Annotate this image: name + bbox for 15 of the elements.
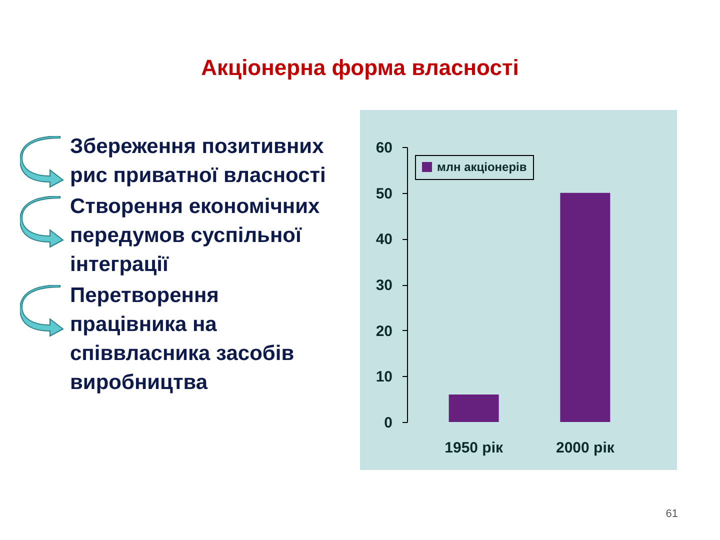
text: Створення економічних передумов суспільної інтеграції [70, 194, 321, 278]
y-tick-label: 30 [376, 277, 392, 294]
legend-label: млн акціонерів [437, 160, 527, 174]
x-tick-label: 1950 рік [444, 440, 504, 456]
text: Перетворення працівника на співвласника засобів виробництва [70, 283, 296, 396]
text: 61 [666, 508, 678, 520]
y-tick-label: 40 [376, 231, 392, 248]
y-tick-label: 60 [376, 140, 392, 156]
y-tick-label: 10 [376, 368, 392, 386]
y-tick-label: 50 [376, 185, 392, 202]
y-tick-label: 0 [384, 414, 392, 432]
text: Збереження позитивних рис приватної власності [70, 134, 327, 189]
x-tick-label: 2000 рік [556, 440, 615, 456]
chart-title: Акціонерна форма власності [200, 55, 520, 81]
y-tick-label: 20 [376, 322, 392, 340]
